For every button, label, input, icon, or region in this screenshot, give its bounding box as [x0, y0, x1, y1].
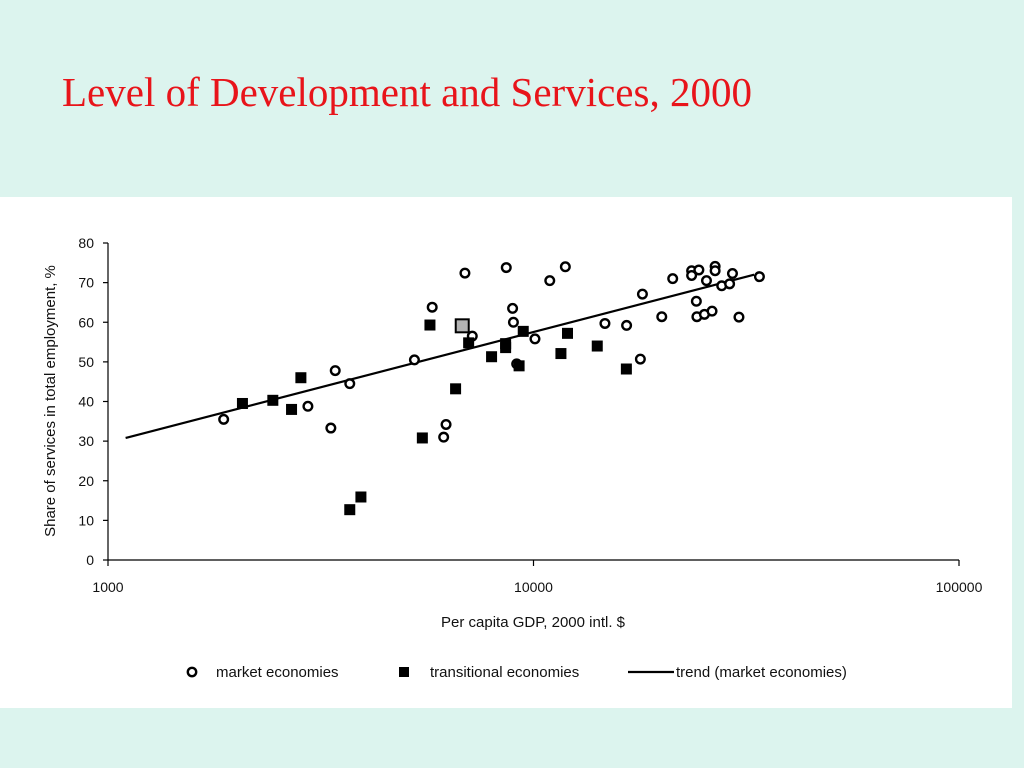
market-economy-point	[559, 261, 571, 273]
scatter-chart: 0 10 20 30 40 50 60 70 80 1000 10000 100000 Per ca…	[42, 235, 983, 681]
market-economy-point	[753, 271, 765, 283]
market-economy-point	[667, 273, 679, 285]
market-economy-point	[440, 418, 452, 430]
trend-line-layer	[125, 273, 755, 440]
market-economy-point	[724, 278, 736, 290]
market-economy-point	[302, 400, 314, 412]
market-economy-point	[621, 319, 633, 331]
chart-panel: 0 10 20 30 40 50 60 70 80 1000 10000 100000 Per ca…	[0, 197, 1012, 708]
legend: market economies transitional economies …	[186, 664, 847, 681]
trend-line	[125, 273, 755, 440]
transitional-economy-highlight-point	[454, 318, 470, 334]
transitional-economies-layer	[236, 318, 632, 516]
transitional-economy-point	[555, 348, 567, 360]
market-economy-point	[709, 265, 721, 277]
market-economy-point	[726, 268, 738, 280]
transitional-economy-point	[286, 403, 298, 415]
legend-market-marker	[186, 666, 198, 678]
y-tick-label: 10	[78, 512, 94, 528]
market-economy-point	[325, 422, 337, 434]
legend-market-label: market economies	[216, 664, 339, 681]
x-tick-label: 10000	[514, 579, 553, 595]
market-economy-point	[733, 311, 745, 323]
y-tick-label: 0	[86, 552, 94, 568]
market-economy-point	[686, 269, 698, 281]
transitional-economy-point	[486, 351, 498, 363]
transitional-economy-point	[236, 397, 248, 409]
market-economy-point	[329, 365, 341, 377]
y-tick-label: 80	[78, 235, 94, 251]
x-tick-label: 100000	[936, 579, 983, 595]
x-axis-ticks: 1000 10000 100000	[92, 560, 983, 595]
market-economy-point	[599, 317, 611, 329]
market-economy-point	[218, 413, 230, 425]
market-economy-point	[426, 301, 438, 313]
transitional-economy-point	[620, 363, 632, 375]
y-axis-ticks: 0 10 20 30 40 50 60 70 80	[78, 235, 108, 568]
x-tick-label: 1000	[92, 579, 123, 595]
y-tick-label: 40	[78, 394, 94, 410]
y-axis-title: Share of services in total employment, %	[42, 265, 59, 537]
market-economy-point	[700, 275, 712, 287]
market-economy-point	[693, 264, 705, 276]
transitional-economy-point	[416, 432, 428, 444]
transitional-economy-point	[450, 383, 462, 395]
transitional-economy-point	[355, 491, 367, 503]
transitional-economy-point	[591, 340, 603, 352]
transitional-economy-point	[517, 325, 529, 337]
market-economy-point	[529, 333, 541, 345]
market-economy-point	[634, 353, 646, 365]
legend-transitional-marker	[399, 667, 409, 677]
slide-title: Level of Development and Services, 2000	[62, 69, 752, 115]
market-economies-layer	[218, 260, 765, 443]
y-tick-label: 50	[78, 354, 94, 370]
transitional-economy-point	[424, 319, 436, 331]
transitional-economy-point	[561, 327, 573, 339]
market-economy-point	[344, 378, 356, 390]
market-economy-point	[507, 316, 519, 328]
market-economy-point	[636, 288, 648, 300]
y-tick-label: 20	[78, 473, 94, 489]
transitional-economy-point	[500, 338, 512, 350]
y-tick-label: 70	[78, 275, 94, 291]
legend-transitional-label: transitional economies	[430, 664, 579, 681]
transitional-economy-point	[295, 372, 307, 384]
market-economy-point	[656, 311, 668, 323]
x-axis-title: Per capita GDP, 2000 intl. $	[441, 614, 626, 631]
legend-trend-label: trend (market economies)	[676, 664, 847, 681]
market-economy-point	[459, 267, 471, 279]
market-economy-point	[500, 262, 512, 274]
market-economy-point	[706, 305, 718, 317]
transitional-economy-point	[344, 504, 356, 516]
y-tick-label: 30	[78, 433, 94, 449]
y-tick-label: 60	[78, 314, 94, 330]
market-economy-point	[408, 354, 420, 366]
market-economy-point	[438, 431, 450, 443]
transitional-economy-point	[513, 360, 525, 372]
transitional-economy-point	[463, 337, 475, 349]
market-economy-point	[690, 295, 702, 307]
transitional-economy-point	[267, 394, 279, 406]
market-economy-point	[507, 302, 519, 314]
market-economy-point	[544, 275, 556, 287]
